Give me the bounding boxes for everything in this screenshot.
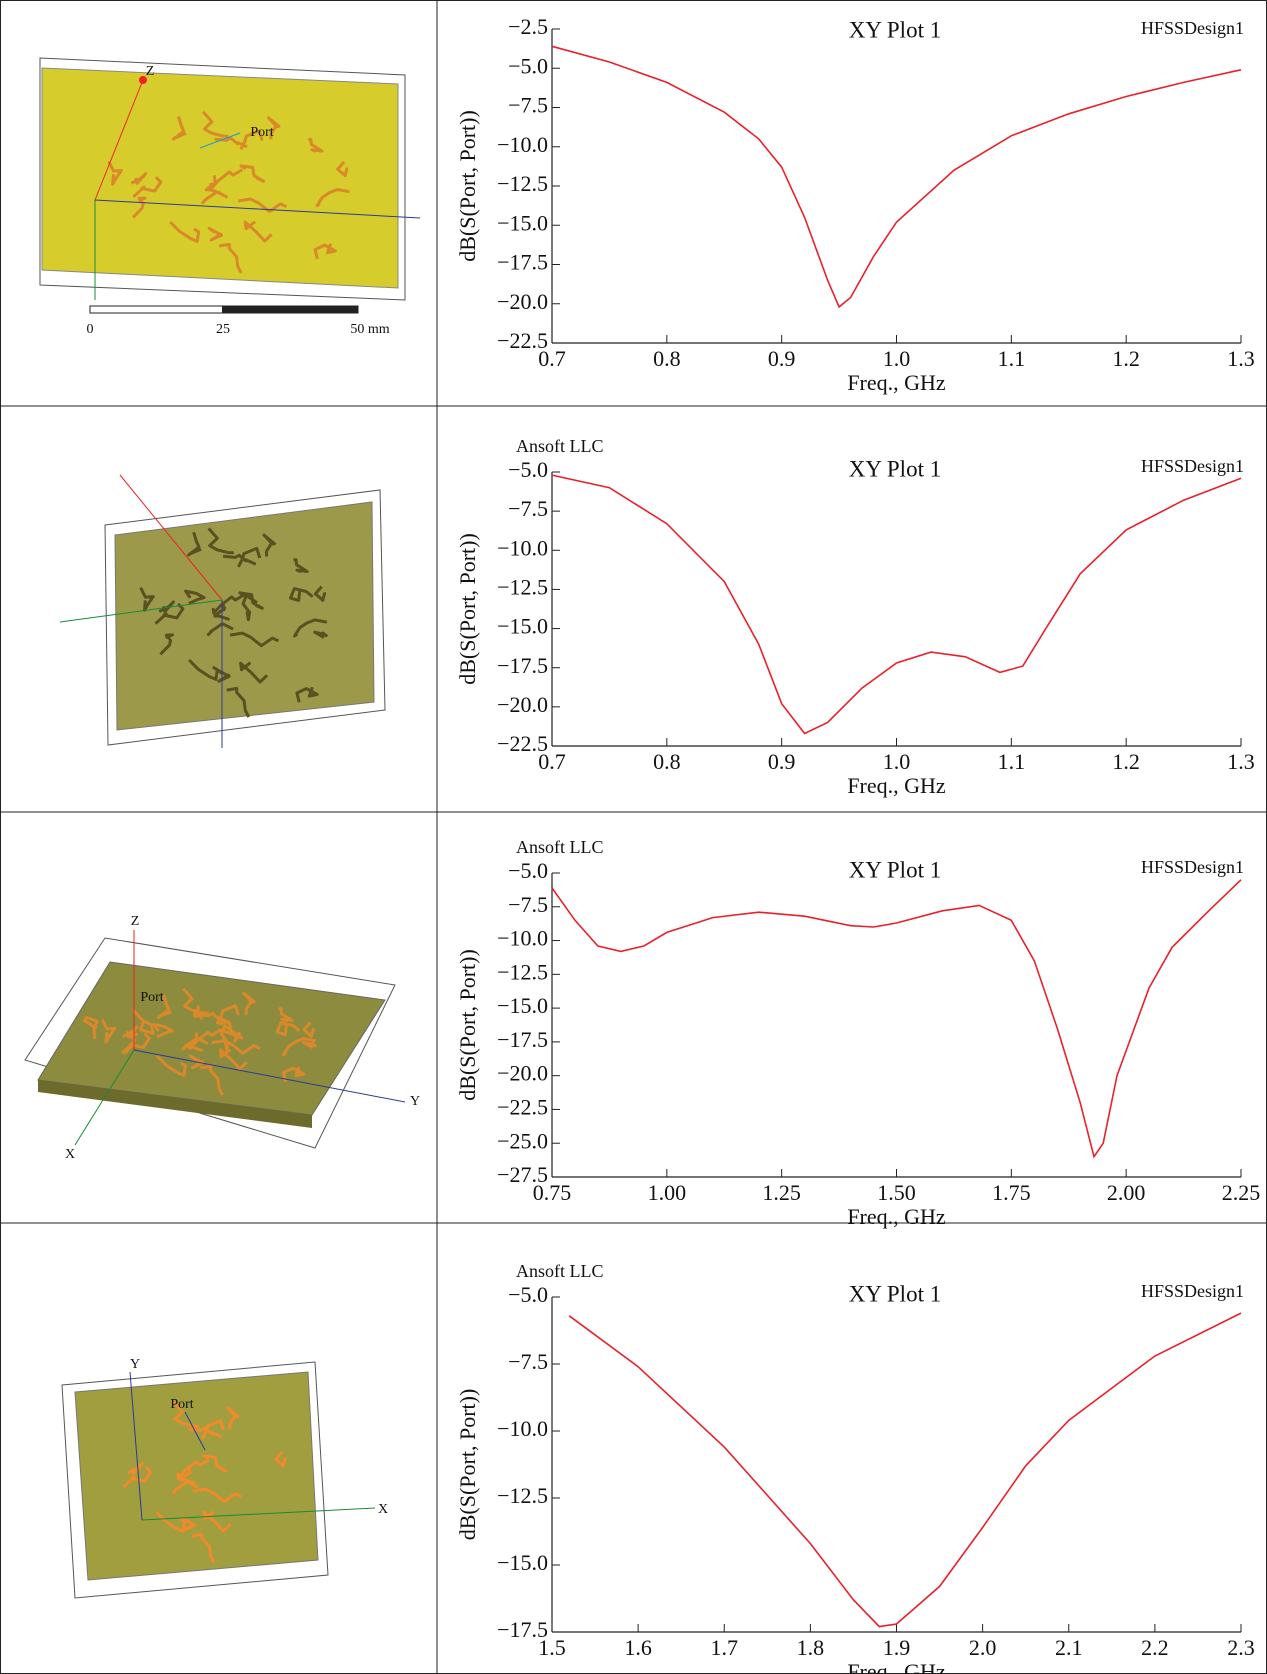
design-label: HFSSDesign1 <box>1141 857 1244 877</box>
x-tick-label: 1.1 <box>998 346 1026 371</box>
y-tick-label: −17.5 <box>497 250 548 275</box>
data-line <box>552 880 1241 1157</box>
y-tick-label: −12.5 <box>497 171 548 196</box>
substrate <box>75 1372 318 1580</box>
y-tick-label: −17.5 <box>497 653 548 678</box>
y-tick-label: −17.5 <box>497 1027 548 1052</box>
y-axis-label: dB(S(Port, Port)) <box>455 110 480 262</box>
chart-title: XY Plot 1 <box>849 17 941 42</box>
x-tick-label: 1.0 <box>883 749 911 774</box>
y-tick-label: −25.0 <box>497 1128 548 1153</box>
x-axis-label: Freq., GHz <box>847 1659 946 1674</box>
chart-title: XY Plot 1 <box>849 1281 941 1306</box>
vendor-label: Ansoft LLC <box>516 837 604 857</box>
x-tick-label: 1.1 <box>998 749 1026 774</box>
y-tick-label: −12.5 <box>497 959 548 984</box>
chart-title: XY Plot 1 <box>849 857 941 882</box>
chart-title: XY Plot 1 <box>849 456 941 481</box>
model-label: Z <box>131 914 140 929</box>
design-label: HFSSDesign1 <box>1141 18 1244 38</box>
figure: −2.5 −5.0 −7.5 −10.0 −12.5 −15.0 −17.5 −20.0 −22… <box>0 0 1267 1674</box>
x-tick-label: 0.9 <box>768 749 796 774</box>
x-tick-label: 1.3 <box>1227 346 1255 371</box>
y-axis-label: dB(S(Port, Port)) <box>455 949 480 1101</box>
y-tick-label: −10.0 <box>497 132 548 157</box>
y-tick-label: −20.0 <box>497 692 548 717</box>
x-tick-label: 0.8 <box>653 749 681 774</box>
y-tick-label: −7.5 <box>508 93 548 118</box>
y-tick-label: −20.0 <box>497 289 548 314</box>
x-tick-label: 2.3 <box>1227 1635 1255 1660</box>
x-tick-label: 1.6 <box>624 1635 652 1660</box>
x-tick-label: 0.75 <box>533 1180 572 1205</box>
vendor-label: Ansoft LLC <box>516 436 604 456</box>
x-tick-label: 2.00 <box>1107 1180 1146 1205</box>
x-tick-label: 1.7 <box>711 1635 739 1660</box>
x-tick-label: 1.00 <box>648 1180 687 1205</box>
x-tick-label: 0.7 <box>538 346 566 371</box>
y-tick-label: −10.0 <box>497 535 548 560</box>
data-line <box>552 475 1241 733</box>
y-tick-label: −15.0 <box>497 993 548 1018</box>
y-tick-label: −7.5 <box>508 892 548 917</box>
x-tick-label: 1.9 <box>883 1635 911 1660</box>
model-label: Y <box>410 1094 420 1109</box>
x-tick-label: 1.5 <box>538 1635 566 1660</box>
design-label: HFSSDesign1 <box>1141 1281 1244 1301</box>
x-tick-label: 1.0 <box>883 346 911 371</box>
y-tick-label: −22.5 <box>497 1094 548 1119</box>
x-axis-label: Freq., GHz <box>847 370 946 395</box>
y-axis-label: dB(S(Port, Port)) <box>455 1389 480 1541</box>
y-tick-label: −7.5 <box>508 1349 548 1374</box>
model-label: X <box>378 1502 388 1517</box>
x-axis-label: Freq., GHz <box>847 773 946 798</box>
x-tick-label: 2.1 <box>1055 1635 1083 1660</box>
y-tick-label: −10.0 <box>497 1416 548 1441</box>
y-tick-label: −7.5 <box>508 496 548 521</box>
model-label: 25 <box>216 322 230 337</box>
x-tick-label: 2.0 <box>969 1635 997 1660</box>
model-label: Port <box>250 125 273 140</box>
x-tick-label: 0.8 <box>653 346 681 371</box>
y-tick-label: −2.5 <box>508 14 548 39</box>
data-line <box>552 46 1241 307</box>
x-tick-label: 1.8 <box>797 1635 825 1660</box>
y-tick-label: −5.0 <box>508 858 548 883</box>
data-line <box>569 1313 1241 1627</box>
x-tick-label: 0.7 <box>538 749 566 774</box>
scale-bar-fill <box>222 306 358 313</box>
y-tick-label: −5.0 <box>508 53 548 78</box>
x-tick-label: 2.2 <box>1141 1635 1169 1660</box>
model-label: 50 mm <box>350 322 389 337</box>
y-tick-label: −15.0 <box>497 614 548 639</box>
vendor-label: Ansoft LLC <box>516 1261 604 1281</box>
substrate <box>115 502 374 730</box>
x-tick-label: 1.50 <box>877 1180 916 1205</box>
y-tick-label: −5.0 <box>508 457 548 482</box>
y-tick-label: −20.0 <box>497 1061 548 1086</box>
x-tick-label: 1.3 <box>1227 749 1255 774</box>
y-tick-label: −10.0 <box>497 926 548 951</box>
y-axis-label: dB(S(Port, Port)) <box>455 533 480 685</box>
y-tick-label: −12.5 <box>497 574 548 599</box>
x-tick-label: 0.9 <box>768 346 796 371</box>
model-label: Port <box>140 990 163 1005</box>
x-axis-label: Freq., GHz <box>847 1204 946 1229</box>
design-label: HFSSDesign1 <box>1141 456 1244 476</box>
model-label: Y <box>130 1357 140 1372</box>
y-tick-label: −15.0 <box>497 1550 548 1575</box>
x-tick-label: 2.25 <box>1222 1180 1261 1205</box>
model-label: X <box>65 1147 75 1162</box>
x-tick-label: 1.2 <box>1112 346 1140 371</box>
model-label: Port <box>170 1397 193 1412</box>
y-tick-label: −12.5 <box>497 1483 548 1508</box>
x-tick-label: 1.25 <box>762 1180 801 1205</box>
x-tick-label: 1.2 <box>1112 749 1140 774</box>
y-tick-label: −15.0 <box>497 210 548 235</box>
y-tick-label: −5.0 <box>508 1282 548 1307</box>
model-label: 0 <box>87 322 94 337</box>
x-tick-label: 1.75 <box>992 1180 1031 1205</box>
model-label: Z <box>146 64 155 79</box>
